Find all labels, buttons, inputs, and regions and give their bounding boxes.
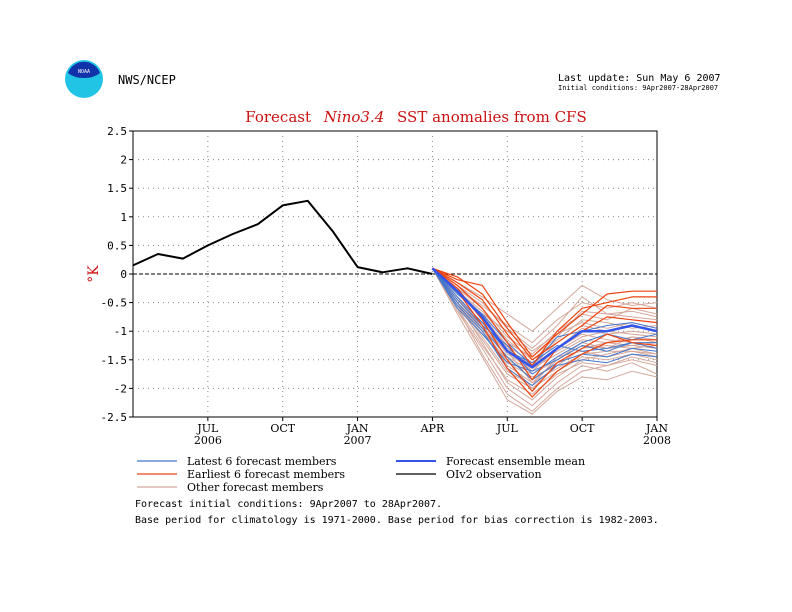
latest-member-line (431, 268, 658, 386)
legend-label-mean: Forecast ensemble mean (446, 455, 585, 468)
earliest-member-line (431, 267, 657, 398)
other-member-line (432, 267, 658, 332)
x-tick-label: JAN (346, 422, 369, 435)
other-member-line (432, 267, 658, 349)
other-member-line (431, 268, 658, 415)
initial-conditions-header: Initial conditions: 9Apr2007-28Apr2007 (558, 84, 718, 92)
x-tick-year-label: 2007 (344, 434, 372, 447)
earliest-member-line (432, 267, 657, 367)
y-tick-label: -2 (114, 382, 127, 395)
y-tick-label: 1 (120, 211, 127, 224)
footer-base-period: Base period for climatology is 1971-2000… (135, 515, 659, 526)
x-tick-label: APR (420, 422, 445, 435)
x-tick-label: JUL (196, 422, 219, 435)
noaa-logo: NOAA (65, 60, 103, 98)
legend-label-earliest: Earliest 6 forecast members (187, 468, 345, 481)
latest-member-line (432, 267, 657, 364)
other-member-line (432, 267, 658, 358)
x-tick-year-label: 2008 (643, 434, 671, 447)
x-tick-label: OCT (570, 422, 595, 435)
legend: Latest 6 forecast members Forecast ensemb… (137, 455, 585, 494)
earliest-member-line (432, 267, 657, 358)
y-tick-label: 0.5 (107, 239, 127, 252)
chart-title: Forecast Nino3.4 SST anomalies from CFS (245, 108, 587, 126)
legend-label-other: Other forecast members (187, 481, 324, 494)
x-tick-label: JAN (645, 422, 668, 435)
last-update-text: Last update: Sun May 6 2007 (558, 73, 721, 84)
ensemble-mean-line (431, 267, 658, 369)
legend-label-observation: OIv2 observation (446, 468, 542, 481)
x-tick-year-label: 2006 (194, 434, 222, 447)
title-italic: Nino3.4 (323, 108, 384, 126)
y-tick-label: -1.5 (101, 354, 128, 367)
other-member-line (431, 268, 658, 389)
y-tick-label: 1.5 (107, 182, 127, 195)
y-tick-label: 2.5 (107, 125, 127, 138)
y-tick-label: 0 (120, 268, 127, 281)
y-tick-label: -0.5 (101, 297, 128, 310)
other-member-line (431, 268, 658, 412)
org-label: NWS/NCEP (118, 73, 176, 87)
observation-line (132, 199, 433, 275)
latest-member-line (431, 268, 658, 381)
earliest-member-line (432, 267, 658, 381)
earliest-member-line (432, 267, 657, 361)
other-member-line (431, 268, 658, 407)
x-tick-label: JUL (496, 422, 519, 435)
x-tick-label: OCT (270, 422, 295, 435)
title-prefix: Forecast (245, 108, 311, 126)
y-tick-label: 2 (120, 154, 127, 167)
logo-text: NOAA (78, 69, 90, 75)
y-tick-label: -1 (114, 325, 127, 338)
title-suffix: SST anomalies from CFS (397, 108, 587, 126)
y-tick-label: -2.5 (101, 411, 128, 424)
legend-label-latest: Latest 6 forecast members (187, 455, 337, 468)
other-member-line (432, 267, 658, 369)
footer-initial-conditions: Forecast initial conditions: 9Apr2007 to… (135, 499, 442, 510)
latest-member-line (431, 268, 658, 372)
y-axis-label: °K (86, 265, 102, 283)
